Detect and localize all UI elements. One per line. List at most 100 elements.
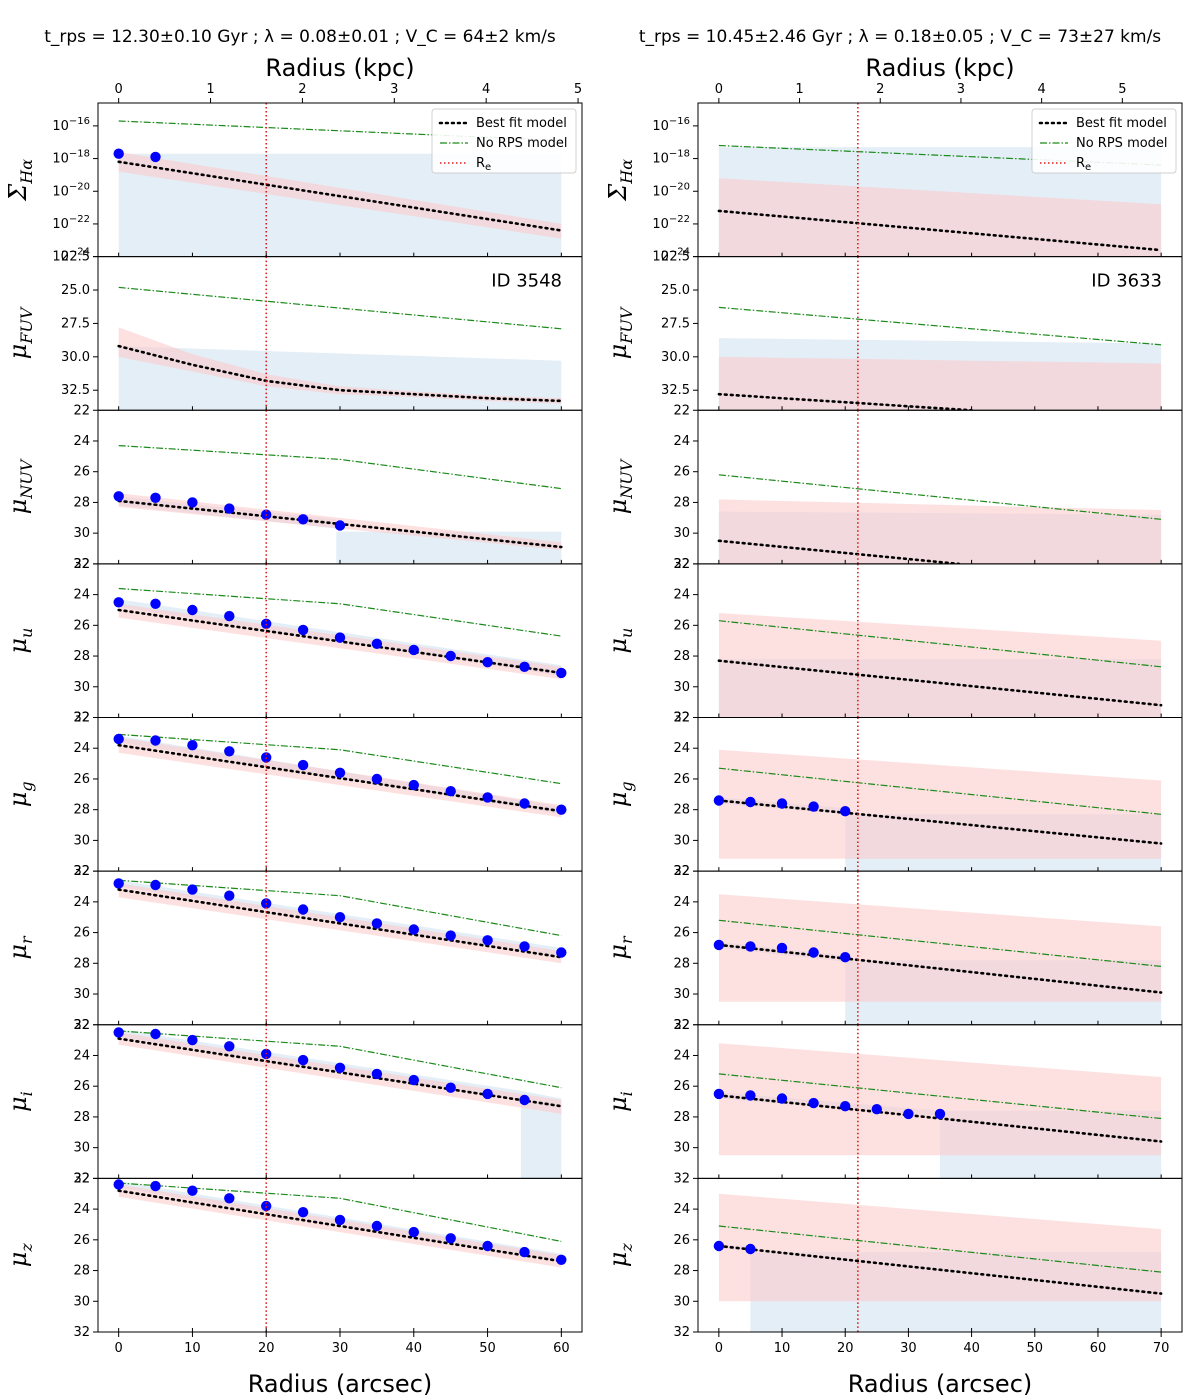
y-tick-label: 24 bbox=[673, 1202, 690, 1217]
data-point bbox=[224, 503, 235, 514]
data-point bbox=[224, 746, 235, 757]
y-axis-label: μi bbox=[604, 1091, 636, 1112]
data-point bbox=[187, 604, 198, 616]
model-uncertainty-band bbox=[718, 894, 1162, 1002]
panel-u: 22 24 26 28 30 32 μu bbox=[4, 557, 583, 726]
y-tick-label: 27.5 bbox=[661, 316, 690, 331]
data-point bbox=[371, 1068, 383, 1080]
no-rps-model-line bbox=[718, 474, 1162, 520]
bottom-x-tick-label: 10 bbox=[774, 1341, 791, 1356]
no-rps-model-line bbox=[118, 1182, 562, 1242]
best-fit-model-line bbox=[717, 209, 1163, 252]
legend-box bbox=[1031, 108, 1177, 174]
y-tick-label: 24 bbox=[73, 1202, 90, 1217]
data-point bbox=[808, 801, 819, 812]
panel-frame bbox=[697, 1177, 1183, 1333]
data-point bbox=[445, 650, 456, 662]
data-point bbox=[808, 947, 819, 958]
data-point bbox=[187, 740, 198, 751]
data-point bbox=[556, 804, 567, 815]
legend-box bbox=[431, 108, 577, 174]
no-rps-model-line bbox=[718, 1073, 1162, 1120]
right-bottom-xlabel: Radius (arcsec) bbox=[848, 1370, 1033, 1398]
panel-plot-area bbox=[117, 286, 563, 411]
best-fit-model-line bbox=[117, 1189, 563, 1263]
y-tick-label: 22 bbox=[73, 864, 90, 879]
data-point bbox=[261, 1200, 272, 1212]
data-point bbox=[150, 598, 161, 609]
bottom-x-tick-label: 20 bbox=[258, 1341, 275, 1356]
y-tick-label: 26 bbox=[673, 465, 690, 480]
data-point bbox=[776, 798, 788, 809]
top-x-tick-label: 5 bbox=[574, 82, 582, 97]
data-point bbox=[371, 918, 383, 929]
y-tick-label: 10−22 bbox=[52, 214, 90, 232]
y-tick-label: 10−24 bbox=[52, 247, 90, 265]
data-point bbox=[482, 1240, 493, 1252]
y-tick-label: 26 bbox=[73, 1233, 90, 1248]
y-axis-label: μg bbox=[4, 781, 36, 807]
right-title: t_rps = 10.45±2.46 Gyr ; λ = 0.18±0.05 ;… bbox=[639, 27, 1161, 47]
data-point bbox=[297, 1054, 309, 1066]
no-rps-model-line bbox=[118, 733, 562, 785]
data-point bbox=[519, 798, 530, 809]
no-rps-model-line bbox=[118, 445, 562, 490]
y-tick-label: 22 bbox=[673, 864, 690, 879]
panel-plot-area bbox=[113, 1179, 567, 1268]
panel-r: 22 24 26 28 30 32 μr bbox=[4, 864, 583, 1033]
left-bottom-xlabel: Radius (arcsec) bbox=[248, 1370, 433, 1398]
right-column: t_rps = 10.45±2.46 Gyr ; λ = 0.18±0.05 ;… bbox=[604, 27, 1183, 1398]
y-tick-label: 10−20 bbox=[52, 181, 90, 199]
data-point bbox=[519, 661, 530, 672]
data-point bbox=[745, 941, 756, 952]
y-axis-label: μNUV bbox=[4, 458, 36, 514]
data-point bbox=[261, 752, 272, 763]
panel-h: 10−16 10−18 10−20 10−22 10−24 ΣHα Best fit mod… bbox=[604, 102, 1183, 265]
y-axis-label: μi bbox=[4, 1091, 36, 1112]
no-rps-model-line bbox=[718, 767, 1162, 815]
data-point bbox=[482, 1088, 493, 1100]
model-uncertainty-band bbox=[718, 613, 1162, 718]
bottom-x-tick-label: 0 bbox=[115, 1341, 123, 1356]
panel-nuv: 22 24 26 28 30 32 μNUV bbox=[604, 403, 1183, 572]
data-point bbox=[113, 491, 124, 502]
top-x-tick-label: 1 bbox=[795, 82, 803, 97]
right-top-xlabel: Radius (kpc) bbox=[865, 54, 1014, 82]
data-point bbox=[297, 1207, 309, 1218]
no-rps-model-line bbox=[718, 919, 1162, 967]
data-point bbox=[334, 912, 346, 923]
y-tick-label: 30 bbox=[73, 1294, 90, 1309]
y-tick-label: 22 bbox=[673, 403, 690, 418]
data-point bbox=[745, 1243, 756, 1255]
legend-re-label: Re bbox=[1076, 156, 1091, 173]
data-point bbox=[445, 1233, 456, 1244]
y-axis-label: μu bbox=[604, 628, 636, 654]
best-fit-model-line bbox=[717, 943, 1163, 994]
y-tick-label: 10−18 bbox=[52, 149, 90, 167]
y-tick-label: 32 bbox=[673, 557, 690, 572]
panel-plot-area bbox=[113, 1027, 563, 1179]
y-tick-label: 22 bbox=[73, 557, 90, 572]
y-tick-label: 24 bbox=[73, 588, 90, 603]
panel-plot-area bbox=[113, 733, 567, 818]
bottom-x-tick-label: 20 bbox=[837, 1341, 854, 1356]
y-tick-label: 26 bbox=[73, 926, 90, 941]
y-tick-label: 30 bbox=[673, 1294, 690, 1309]
top-x-tick-label: 2 bbox=[298, 82, 306, 97]
data-point bbox=[297, 514, 309, 525]
panel-fuv: 22.5 25.0 27.5 30.0 32.5 μFUV ID 3633 bbox=[604, 250, 1183, 411]
panel-plot-area bbox=[717, 306, 1162, 411]
legend-no-rps-label: No RPS model bbox=[1076, 136, 1168, 151]
panel-plot-area bbox=[713, 1043, 1163, 1179]
panel-frame bbox=[97, 717, 583, 872]
y-tick-label: 24 bbox=[73, 1048, 90, 1063]
y-tick-label: 22 bbox=[73, 711, 90, 726]
y-tick-label: 32 bbox=[73, 1171, 90, 1186]
y-tick-label: 27.5 bbox=[61, 316, 90, 331]
data-point bbox=[519, 941, 530, 952]
no-rps-model-line bbox=[718, 1225, 1162, 1273]
data-point bbox=[556, 1254, 567, 1266]
data-point bbox=[745, 1090, 756, 1101]
bottom-x-tick-label: 0 bbox=[715, 1341, 723, 1356]
y-tick-label: 25.0 bbox=[661, 283, 690, 298]
